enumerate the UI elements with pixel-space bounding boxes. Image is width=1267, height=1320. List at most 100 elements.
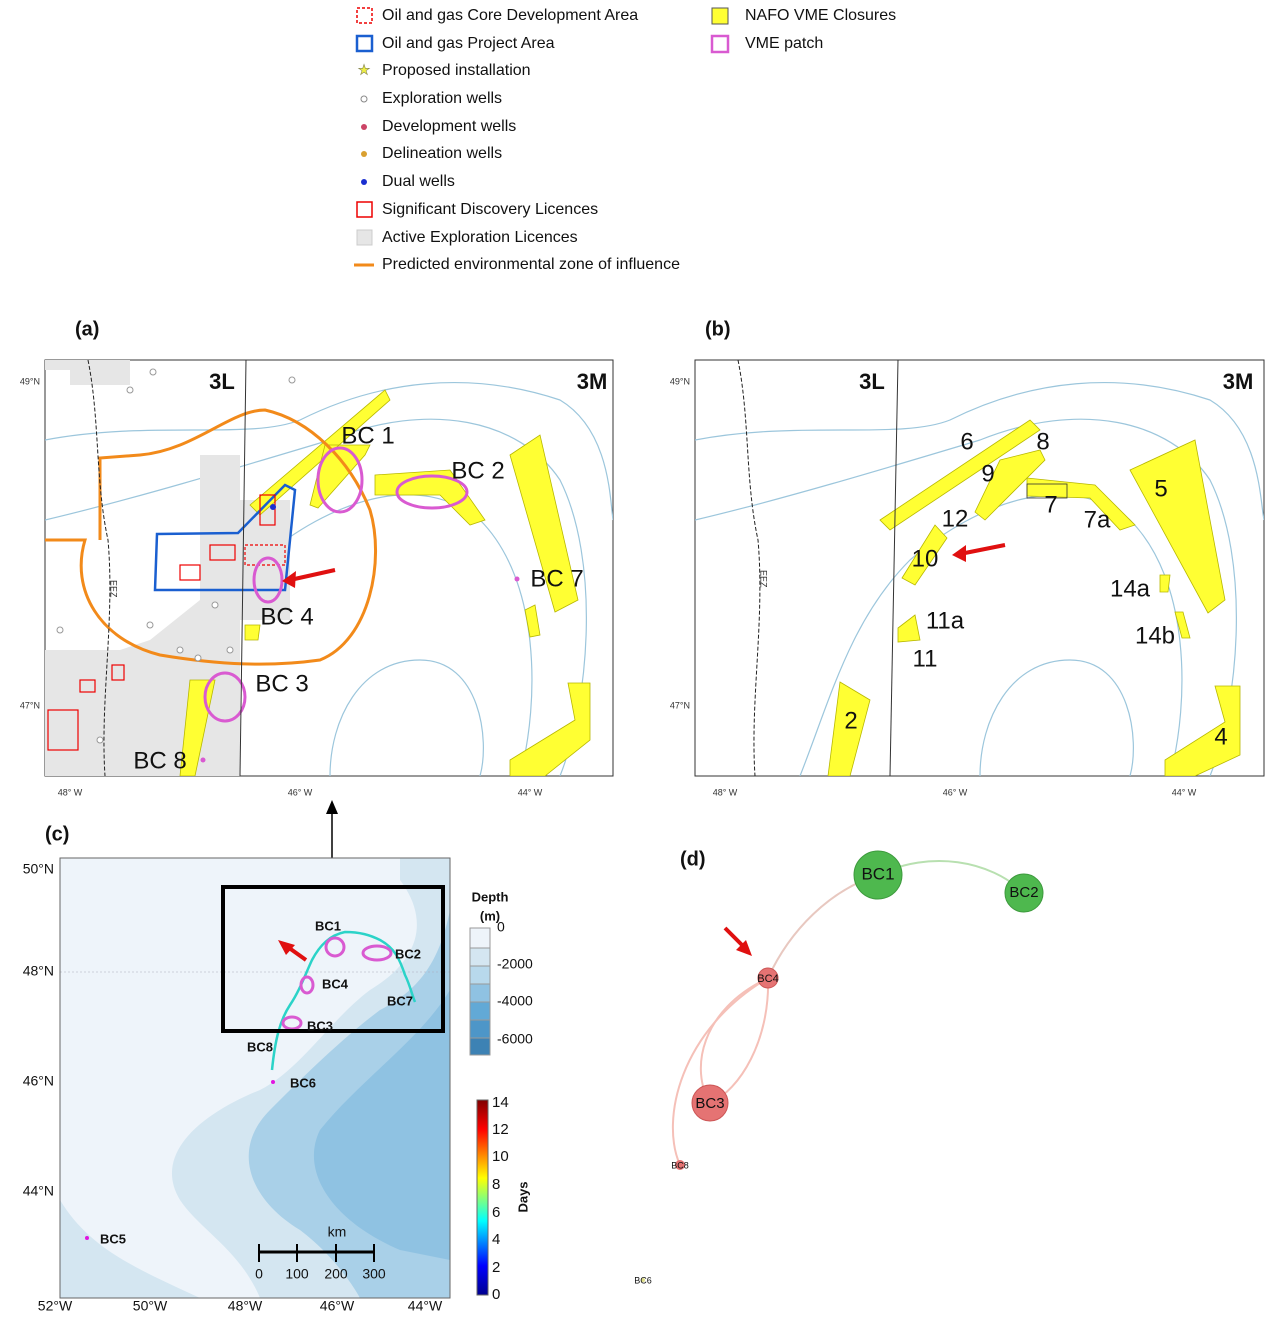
figure: ★ Oil and gas Core Development Area Oil … <box>0 0 1267 1315</box>
lat-label: 49°N <box>670 376 690 386</box>
legend-label: Dual wells <box>382 173 455 190</box>
site-label: BC3 <box>307 1018 333 1033</box>
node-label: BC3 <box>695 1095 724 1112</box>
site-label: BC 1 <box>341 422 394 449</box>
legend-label: Oil and gas Project Area <box>382 35 555 52</box>
network: BC1 BC2 BC4 BC3 BC8 BC6 <box>634 851 1043 1285</box>
legend-label: Active Exploration Licences <box>382 229 578 246</box>
lon-label: 46°W <box>320 1298 355 1314</box>
lon-label: 48° W <box>58 787 83 797</box>
closure-label: 14b <box>1135 622 1175 649</box>
map-c: BC1 BC2 BC4 BC7 BC3 BC8 BC6 BC5 km 0 100… <box>23 858 533 1314</box>
lat-label: 47°N <box>20 700 40 710</box>
lat-label: 47°N <box>670 700 690 710</box>
site-label: BC7 <box>387 993 413 1008</box>
legend-label: Predicted environmental zone of influenc… <box>382 256 680 273</box>
legend-label: Development wells <box>382 118 516 135</box>
legend-label: Proposed installation <box>382 62 531 79</box>
closure-label: 5 <box>1154 475 1167 502</box>
days-tick: 14 <box>492 1094 509 1111</box>
lat-label: 48°N <box>23 963 54 979</box>
node-label: BC2 <box>1009 884 1038 901</box>
panel-label: (b) <box>705 318 731 340</box>
eez-label: EEZ <box>759 570 769 588</box>
lon-label: 48°W <box>228 1298 263 1314</box>
site-label: BC2 <box>395 946 421 961</box>
map-b: EEZ 3L 3M 6 8 9 7 7a 5 12 10 14a 11a 14b… <box>670 360 1264 797</box>
zone-label: 3M <box>577 369 608 394</box>
lon-label: 44°W <box>408 1298 443 1314</box>
days-tick: 12 <box>492 1121 509 1138</box>
lat-label: 49°N <box>20 376 40 386</box>
eez-label: EEZ <box>109 580 119 598</box>
scale-tick: 300 <box>362 1266 386 1282</box>
closure-label: 7 <box>1044 491 1057 518</box>
node-label: BC1 <box>861 864 894 883</box>
depth-tick: -4000 <box>497 993 533 1009</box>
zone-label: 3L <box>859 369 885 394</box>
legend-label: NAFO VME Closures <box>745 7 896 24</box>
legend-label: Oil and gas Core Development Area <box>382 7 638 24</box>
scale-tick: 0 <box>255 1266 263 1282</box>
site-label: BC8 <box>247 1039 273 1054</box>
lat-label: 50°N <box>23 861 54 877</box>
depth-tick: 0 <box>497 919 505 935</box>
lon-label: 44° W <box>518 787 543 797</box>
lon-label: 46° W <box>943 787 968 797</box>
lon-label: 44° W <box>1172 787 1197 797</box>
node-label: BC6 <box>634 1275 652 1285</box>
legend: ★ Oil and gas Core Development Area Oil … <box>354 7 896 273</box>
zone-label: 3L <box>209 369 235 394</box>
site-label: BC1 <box>315 918 341 933</box>
days-tick: 2 <box>492 1259 500 1276</box>
site-label: BC 4 <box>260 603 313 630</box>
days-title: Days <box>515 1181 530 1212</box>
days-tick: 0 <box>492 1286 500 1303</box>
legend-label: Delineation wells <box>382 145 502 162</box>
scale-tick: 200 <box>324 1266 348 1282</box>
scale-unit: km <box>328 1224 347 1240</box>
panel-label: (c) <box>45 823 69 845</box>
closure-label: 6 <box>960 428 973 455</box>
closure-label: 7a <box>1084 506 1111 533</box>
days-tick: 4 <box>492 1231 500 1248</box>
panel-label: (a) <box>75 318 99 340</box>
depth-tick: -2000 <box>497 956 533 972</box>
closure-label: 14a <box>1110 575 1151 602</box>
svg-text:★: ★ <box>358 62 371 78</box>
closure-label: 11a <box>926 607 965 634</box>
node-label: BC8 <box>671 1160 689 1170</box>
site-label: BC5 <box>100 1231 126 1246</box>
closure-label: 9 <box>981 460 994 487</box>
map-a: EEZ 3L 3M BC 1 BC 2 BC 7 BC 4 BC 3 BC 8 … <box>20 360 613 797</box>
lon-label: 48° W <box>713 787 738 797</box>
zone-label: 3M <box>1223 369 1254 394</box>
closure-label: 12 <box>942 505 969 532</box>
legend-label: VME patch <box>745 35 823 52</box>
site-label: BC 2 <box>451 457 504 484</box>
site-label: BC 3 <box>255 670 308 697</box>
site-label: BC6 <box>290 1075 316 1090</box>
lat-label: 44°N <box>23 1183 54 1199</box>
days-tick: 10 <box>492 1148 509 1165</box>
legend-label: Exploration wells <box>382 90 502 107</box>
closure-label: 8 <box>1036 428 1049 455</box>
closure-label: 11 <box>913 645 938 672</box>
days-tick: 6 <box>492 1204 500 1221</box>
site-label: BC 7 <box>530 565 583 592</box>
lon-label: 52°W <box>38 1298 73 1314</box>
closure-label: 2 <box>844 707 857 734</box>
closure-label: 4 <box>1214 723 1227 750</box>
panel-label: (d) <box>680 848 706 870</box>
scale-tick: 100 <box>285 1266 309 1282</box>
depth-tick: -6000 <box>497 1031 533 1047</box>
lat-label: 46°N <box>23 1073 54 1089</box>
days-tick: 8 <box>492 1176 500 1193</box>
legend-label: Significant Discovery Licences <box>382 201 598 218</box>
lon-label: 50°W <box>133 1298 168 1314</box>
lon-label: 46° W <box>288 787 313 797</box>
site-label: BC4 <box>322 976 349 991</box>
site-label: BC 8 <box>133 747 186 774</box>
closure-label: 10 <box>912 545 939 572</box>
depth-title: Depth <box>472 889 509 904</box>
